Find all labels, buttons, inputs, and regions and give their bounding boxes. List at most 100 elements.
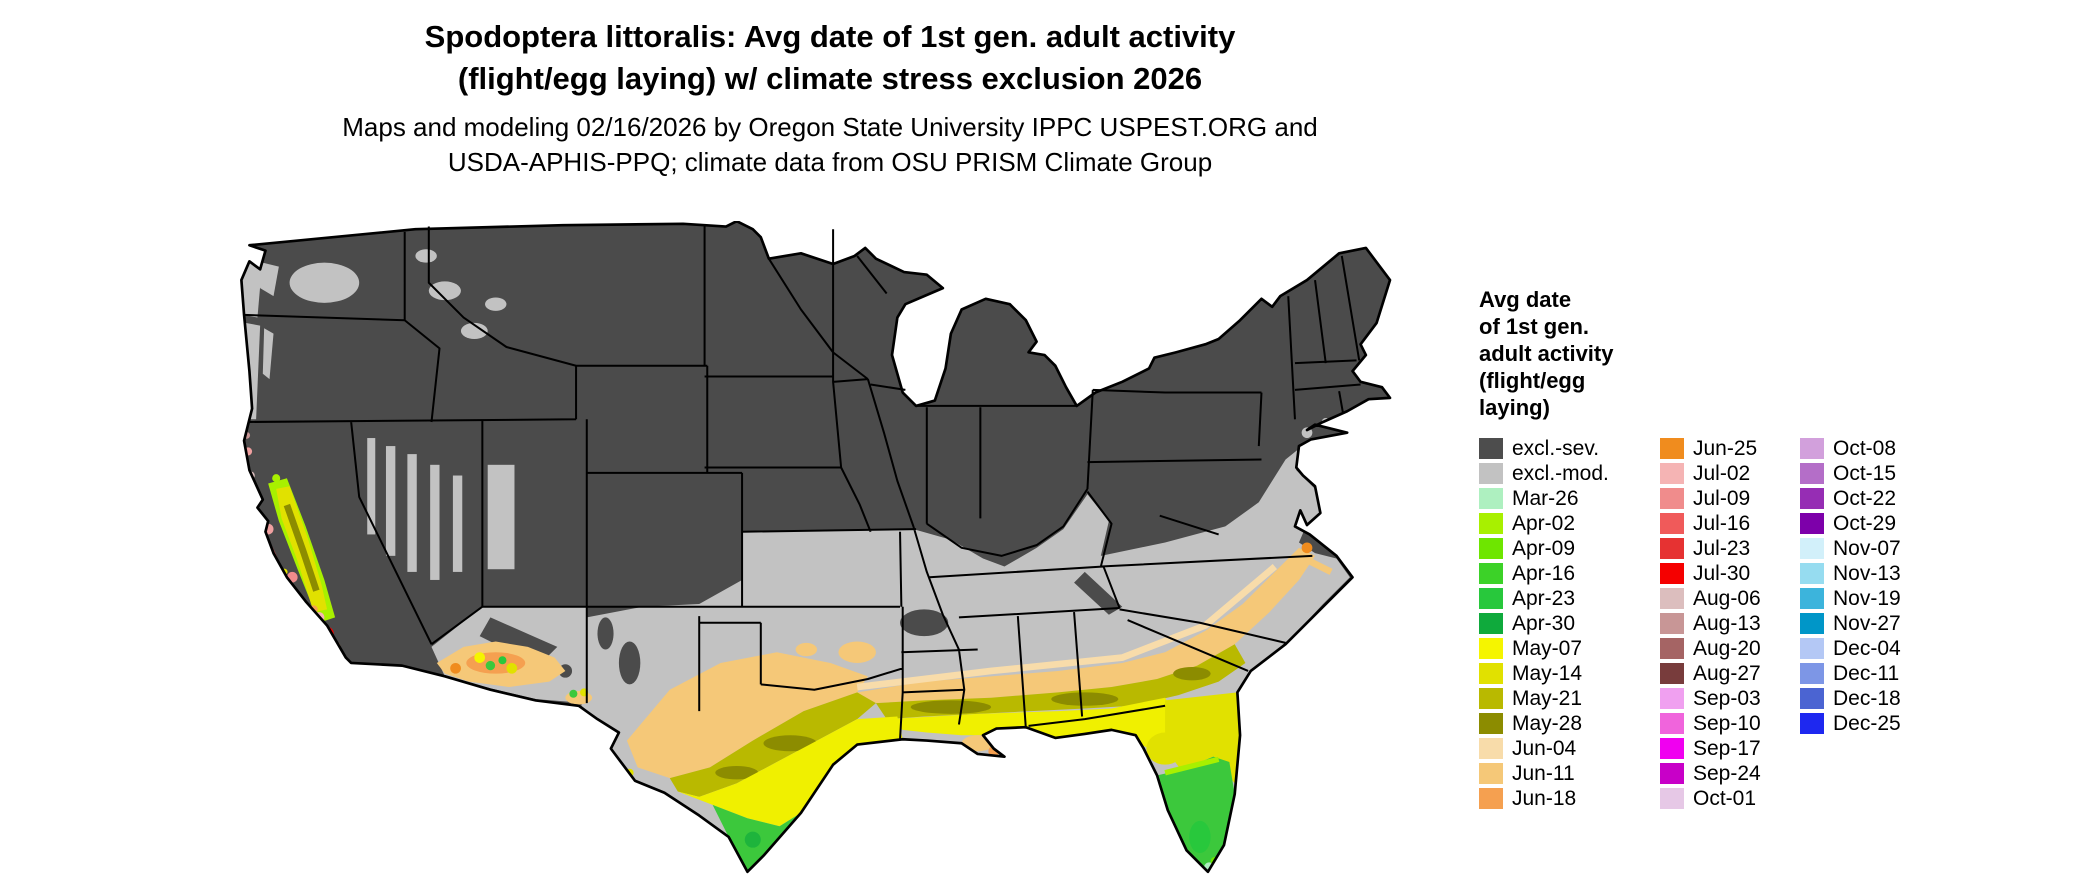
legend-label: Aug-20 <box>1693 636 1761 660</box>
legend-column-2: Jun-25 Jul-02 Jul-09 Jul-16 <box>1660 436 1800 811</box>
legend-swatch <box>1660 588 1684 609</box>
legend-column-1: excl.-sev. excl.-mod. Mar-26 Apr <box>1479 436 1660 811</box>
legend-swatch <box>1660 688 1684 709</box>
legend-swatch <box>1479 763 1503 784</box>
legend-entry: Jun-04 <box>1479 736 1660 761</box>
legend-entry: Apr-09 <box>1479 536 1660 561</box>
legend-entry: excl.-mod. <box>1479 461 1660 486</box>
legend-label: Oct-29 <box>1833 511 1897 535</box>
legend-entry: Oct-01 <box>1660 786 1800 811</box>
legend-swatch <box>1479 513 1503 534</box>
legend-swatch <box>1479 463 1503 484</box>
legend-title-line: Avg date <box>1479 287 1572 312</box>
legend-entry: Nov-07 <box>1800 536 1940 561</box>
legend-entry: May-28 <box>1479 711 1660 736</box>
legend-label: Aug-13 <box>1693 611 1761 635</box>
legend-entry: Aug-27 <box>1660 661 1800 686</box>
legend-title-line: adult activity <box>1479 341 1614 366</box>
map-layer-borders <box>240 221 1392 874</box>
legend-entry: Apr-02 <box>1479 511 1660 536</box>
map-layer-may-yellow-band <box>677 692 1241 827</box>
legend-entry: Aug-13 <box>1660 611 1800 636</box>
legend-entry: Nov-19 <box>1800 586 1940 611</box>
legend-label: Aug-06 <box>1693 586 1761 610</box>
legend-entry: Jun-25 <box>1660 436 1800 461</box>
legend-label: Apr-30 <box>1512 611 1576 635</box>
header: Spodoptera littoralis: Avg date of 1st g… <box>0 16 1660 180</box>
legend-label: Dec-18 <box>1833 686 1901 710</box>
legend-label: Apr-09 <box>1512 536 1576 560</box>
legend-label: Sep-10 <box>1693 711 1761 735</box>
legend-label: Sep-24 <box>1693 761 1761 785</box>
legend-swatch <box>1800 713 1824 734</box>
legend-label: Jul-16 <box>1693 511 1751 535</box>
legend-entry: Sep-03 <box>1660 686 1800 711</box>
legend-entry: Apr-30 <box>1479 611 1660 636</box>
legend-label: Jun-25 <box>1693 436 1758 460</box>
legend-label: Nov-27 <box>1833 611 1901 635</box>
legend-entry: Sep-17 <box>1660 736 1800 761</box>
legend-entry: Jul-30 <box>1660 561 1800 586</box>
legend-entry: May-21 <box>1479 686 1660 711</box>
legend-label: May-07 <box>1512 636 1583 660</box>
legend-swatch <box>1800 513 1824 534</box>
legend-swatch <box>1660 663 1684 684</box>
legend-label: Mar-26 <box>1512 486 1579 510</box>
legend-columns: excl.-sev. excl.-mod. Mar-26 Apr <box>1479 436 2039 811</box>
legend-label: Dec-04 <box>1833 636 1901 660</box>
legend-swatch <box>1660 538 1684 559</box>
legend-entry: Sep-24 <box>1660 761 1800 786</box>
legend-entry: Aug-20 <box>1660 636 1800 661</box>
legend-label: May-28 <box>1512 711 1583 735</box>
legend-entry: Oct-22 <box>1800 486 1940 511</box>
legend-label: Jun-11 <box>1512 761 1575 785</box>
legend-swatch <box>1800 488 1824 509</box>
legend-swatch <box>1479 638 1503 659</box>
legend-swatch <box>1660 788 1684 809</box>
legend-entry: Mar-26 <box>1479 486 1660 511</box>
map-layer-june-band <box>626 542 1333 779</box>
legend-swatch <box>1479 563 1503 584</box>
legend-swatch <box>1800 663 1824 684</box>
legend-label: Jul-02 <box>1693 461 1751 485</box>
map-layer-arizona <box>436 641 634 777</box>
legend-swatch <box>1479 613 1503 634</box>
legend-swatch <box>1479 538 1503 559</box>
legend-entry: Dec-11 <box>1800 661 1940 686</box>
legend-label: Sep-03 <box>1693 686 1761 710</box>
title-line2: (flight/egg laying) w/ climate stress ex… <box>457 61 1203 96</box>
legend-entry: May-14 <box>1479 661 1660 686</box>
legend-label: Nov-19 <box>1833 586 1901 610</box>
legend-swatch <box>1660 488 1684 509</box>
subtitle: Maps and modeling 02/16/2026 by Oregon S… <box>0 110 1660 180</box>
map-layer-april-green <box>712 756 1235 872</box>
legend-entry: Oct-29 <box>1800 511 1940 536</box>
legend-label: Dec-11 <box>1833 661 1900 685</box>
legend-swatch <box>1660 563 1684 584</box>
legend-label: Nov-13 <box>1833 561 1901 585</box>
legend-entry: Sep-10 <box>1660 711 1800 736</box>
legend-label: excl.-sev. <box>1512 436 1600 460</box>
legend-label: Sep-17 <box>1693 736 1761 760</box>
legend-swatch <box>1660 638 1684 659</box>
legend-entry: Jul-23 <box>1660 536 1800 561</box>
legend-label: Jun-18 <box>1512 786 1577 810</box>
legend-swatch <box>1660 463 1684 484</box>
legend-swatch <box>1660 513 1684 534</box>
legend-label: Oct-01 <box>1693 786 1757 810</box>
legend-title: Avg date of 1st gen. adult activity (fli… <box>1479 286 2039 421</box>
legend-swatch <box>1800 638 1824 659</box>
legend-label: Jun-04 <box>1512 736 1577 760</box>
legend-swatch <box>1800 613 1824 634</box>
legend-label: Oct-22 <box>1833 486 1897 510</box>
us-map <box>228 221 1473 884</box>
legend-entry: Nov-27 <box>1800 611 1940 636</box>
legend-swatch <box>1660 438 1684 459</box>
legend-swatch <box>1479 438 1503 459</box>
subtitle-line1: Maps and modeling 02/16/2026 by Oregon S… <box>342 112 1318 142</box>
legend-entry: Dec-18 <box>1800 686 1940 711</box>
legend-title-line: of 1st gen. <box>1479 314 1590 339</box>
legend-swatch <box>1660 738 1684 759</box>
legend-label: Apr-02 <box>1512 511 1576 535</box>
